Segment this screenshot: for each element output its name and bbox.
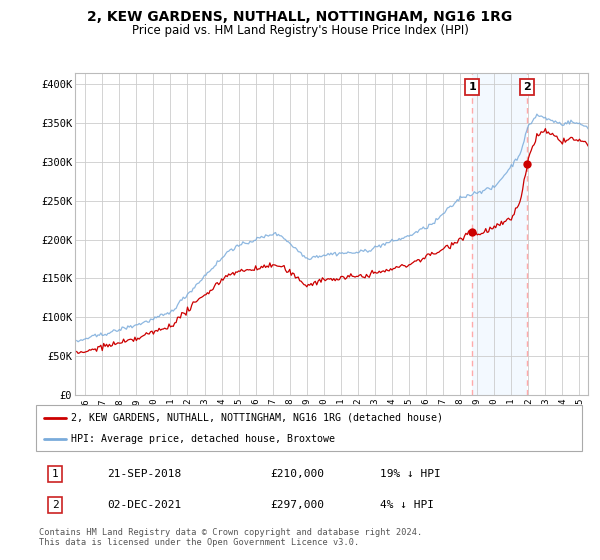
Text: £210,000: £210,000 (271, 469, 325, 479)
Text: 1: 1 (52, 469, 58, 479)
Text: £297,000: £297,000 (271, 500, 325, 510)
Text: 2: 2 (52, 500, 58, 510)
Text: 2, KEW GARDENS, NUTHALL, NOTTINGHAM, NG16 1RG (detached house): 2, KEW GARDENS, NUTHALL, NOTTINGHAM, NG1… (71, 413, 443, 423)
Text: 2: 2 (523, 82, 531, 92)
Text: 1: 1 (469, 82, 476, 92)
Text: 4% ↓ HPI: 4% ↓ HPI (380, 500, 434, 510)
Text: HPI: Average price, detached house, Broxtowe: HPI: Average price, detached house, Brox… (71, 435, 335, 444)
Bar (472, 73, 527, 395)
Text: 19% ↓ HPI: 19% ↓ HPI (380, 469, 441, 479)
Text: Contains HM Land Registry data © Crown copyright and database right 2024.
This d: Contains HM Land Registry data © Crown c… (39, 528, 422, 547)
Text: Price paid vs. HM Land Registry's House Price Index (HPI): Price paid vs. HM Land Registry's House … (131, 24, 469, 36)
Text: 21-SEP-2018: 21-SEP-2018 (107, 469, 181, 479)
Text: 02-DEC-2021: 02-DEC-2021 (107, 500, 181, 510)
Text: 2, KEW GARDENS, NUTHALL, NOTTINGHAM, NG16 1RG: 2, KEW GARDENS, NUTHALL, NOTTINGHAM, NG1… (88, 10, 512, 24)
